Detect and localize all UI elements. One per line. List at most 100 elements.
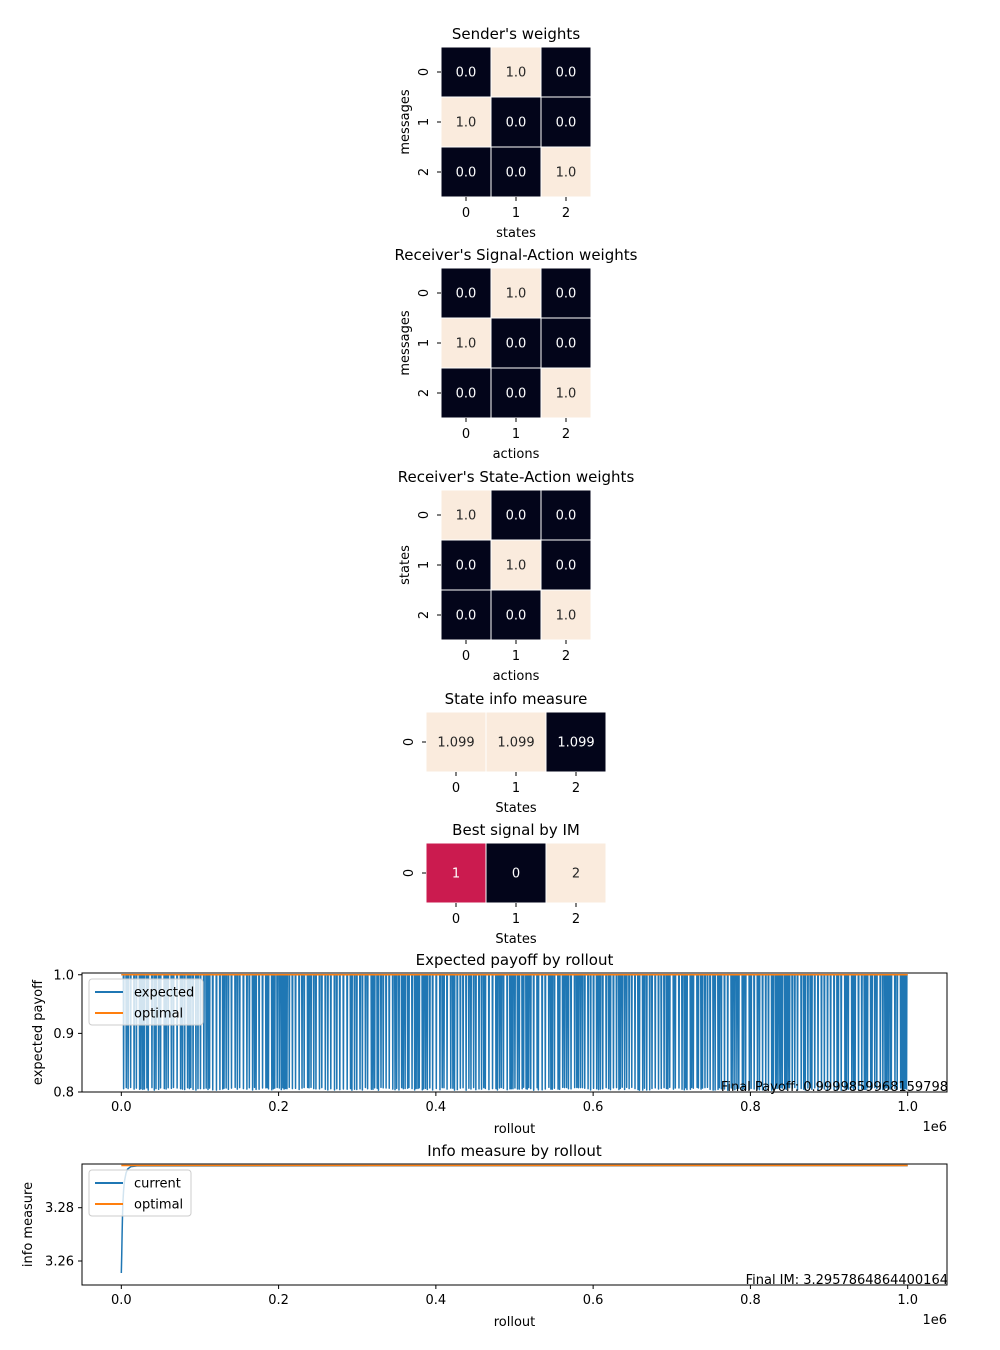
heatmap-cell [490,146,542,198]
cell-label: 0.0 [556,66,577,81]
legend-label-optimal: optimal [134,1007,183,1022]
y-tick-label: 1 [417,561,432,569]
x-tick-label: 1 [512,427,520,442]
cell-label: 1.0 [506,559,527,574]
heatmap-ylabel: states [398,545,413,585]
cell-label: 1.0 [456,116,477,131]
x-tick-label: 1.0 [897,1293,918,1308]
cell-label: 0.0 [456,166,477,181]
x-tick-label: 0.4 [426,1100,447,1115]
cell-label: 0.0 [506,387,527,402]
cell-label: 0.0 [456,609,477,624]
line-plot-2: Info measure by rollout 0.0 0.2 0.4 0.6 0.8 1.… [21,1142,948,1330]
plot-title: Expected payoff by rollout [416,951,614,969]
cell-label: 0.0 [456,287,477,302]
plot-area [120,1164,908,1274]
cell-label: 0.0 [556,509,577,524]
heatmap-cell [540,367,592,419]
cell-label: 1 [452,867,460,882]
x-tick-label: 0 [452,912,460,927]
y-tick-label: 2 [417,611,432,619]
cell-label: 0.0 [506,337,527,352]
plot-area [121,974,908,1092]
cell-label: 0.0 [556,287,577,302]
cell-label: 1.099 [497,736,534,751]
y-tick-label: 1 [417,339,432,347]
x-tick-label: 0.8 [740,1293,761,1308]
x-tick-label: 0 [462,427,470,442]
x-tick-label: 0.6 [583,1293,604,1308]
x-tick-label: 0.6 [583,1100,604,1115]
plot-ylabel: info measure [21,1182,36,1267]
x-offset-label: 1e6 [922,1120,947,1135]
heatmap-cell [440,539,492,591]
series-current [120,1164,908,1274]
heatmap-xlabel: states [496,226,536,241]
heatmap-xlabel: States [495,932,536,947]
x-offset-label: 1e6 [922,1313,947,1328]
legend-label-current: current [134,1177,181,1192]
plot-xlabel: rollout [494,1122,536,1137]
x-tick-label: 1 [512,649,520,664]
y-tick-label: 0 [417,289,432,297]
heatmap-cell [490,367,542,419]
heatmap-xlabel: actions [493,447,540,462]
cell-label: 1.0 [456,509,477,524]
heatmap-cell [425,842,487,904]
cell-label: 0.0 [556,337,577,352]
y-tick-label: 0 [417,68,432,76]
cell-label: 1.099 [557,736,594,751]
axes-frame [81,1163,948,1286]
x-tick-label: 2 [562,649,570,664]
heatmap-3: Receiver's State-Action weights 1.0 0.0 0.0… [398,468,635,684]
cell-label: 0.0 [456,66,477,81]
cell-label: 2 [572,867,580,882]
heatmap-cell [545,842,607,904]
cell-label: 0.0 [506,166,527,181]
x-tick-label: 0 [452,781,460,796]
legend: expected optimal [88,978,204,1026]
cell-label: 0.0 [456,387,477,402]
heatmap-1: Sender's weights 0.0 1.0 0.0 1.0 0.0 0.0 0.0 0.0… [398,25,592,241]
heatmap-ylabel: messages [398,89,413,154]
cell-label: 1.0 [506,287,527,302]
legend: current optimal [88,1169,192,1217]
cell-label: 1.0 [456,337,477,352]
x-tick-label: 0.8 [740,1100,761,1115]
heatmap-2: Receiver's Signal-Action weights 0.0 1.0 0.… [395,246,638,462]
heatmap-cell [490,589,542,641]
axes-frame [81,972,948,1093]
y-tick-label: 1.0 [53,968,74,983]
x-tick-label: 0.0 [111,1293,132,1308]
y-tick-label: 0 [402,869,417,877]
final-annotation: Final Payoff: 0.9999859968159798 [721,1080,948,1095]
cell-label: 0.0 [506,116,527,131]
x-tick-label: 2 [562,206,570,221]
heatmap-xlabel: States [495,801,536,816]
y-tick-label: 3.28 [45,1201,74,1216]
heatmap-cell [540,96,592,148]
y-tick-label: 0.8 [53,1086,74,1101]
cell-label: 0.0 [456,559,477,574]
heatmap-cell [540,267,592,319]
cell-label: 1.099 [437,736,474,751]
cell-label: 1.0 [506,66,527,81]
y-tick-label: 0 [417,511,432,519]
cell-label: 1.0 [556,609,577,624]
heatmap-cell [440,317,492,369]
x-tick-label: 2 [572,781,580,796]
y-tick-label: 2 [417,168,432,176]
heatmap-title: Receiver's State-Action weights [398,468,635,486]
cell-label: 1.0 [556,166,577,181]
heatmap-cell [540,317,592,369]
heatmap-4: State info measure 1.099 1.099 1.099 0 1 2 0 Sta… [402,690,607,816]
line-plot-1: Expected payoff by rollout 0.0 0.2 0.4 0.6 0.… [31,951,948,1137]
x-tick-label: 1 [512,912,520,927]
x-tick-label: 0.2 [268,1293,289,1308]
heatmap-5: Best signal by IM 1 0 2 0 1 2 0 States [402,821,607,947]
x-tick-label: 0 [462,649,470,664]
cell-label: 1.0 [556,387,577,402]
cell-label: 0.0 [556,116,577,131]
heatmap-cell [440,46,492,98]
final-annotation: Final IM: 3.2957864864400164 [746,1273,948,1288]
